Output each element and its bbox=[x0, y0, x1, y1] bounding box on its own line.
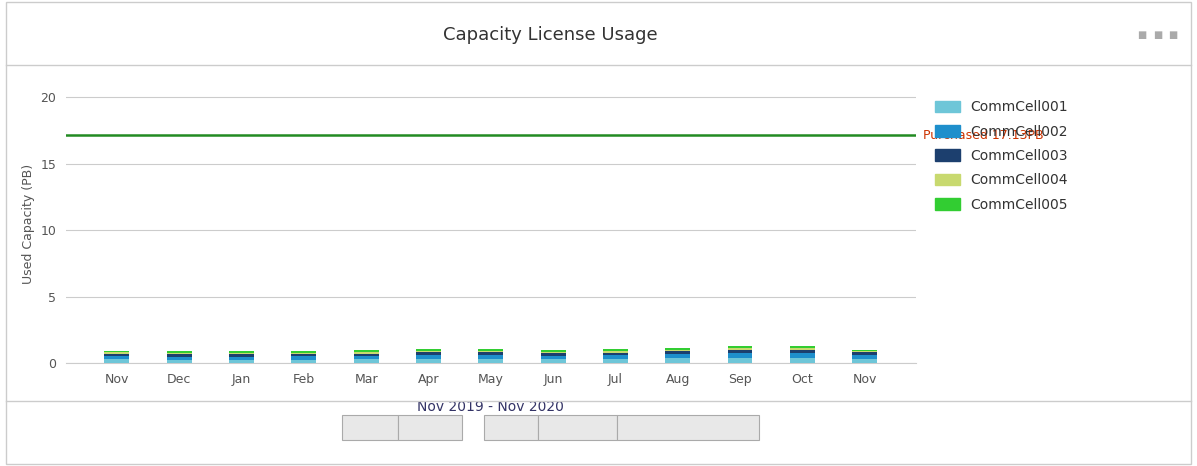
Bar bbox=[229, 356, 254, 360]
Bar bbox=[291, 353, 316, 354]
Bar bbox=[229, 351, 254, 353]
Bar bbox=[790, 358, 815, 363]
Bar bbox=[852, 351, 877, 352]
Text: Capacity License Usage: Capacity License Usage bbox=[443, 26, 658, 44]
Y-axis label: Used Capacity (PB): Used Capacity (PB) bbox=[22, 164, 35, 284]
Text: Aggregate: Aggregate bbox=[545, 421, 610, 434]
Bar bbox=[229, 353, 254, 354]
Legend: CommCell001, CommCell002, CommCell003, CommCell004, CommCell005: CommCell001, CommCell002, CommCell003, C… bbox=[935, 100, 1069, 212]
Text: Archive: Archive bbox=[407, 421, 454, 434]
Text: ■: ■ bbox=[1153, 30, 1162, 40]
Bar bbox=[229, 354, 254, 356]
Bar bbox=[353, 350, 378, 352]
Bar bbox=[790, 350, 815, 353]
Bar bbox=[852, 355, 877, 359]
Bar bbox=[790, 348, 815, 350]
Bar bbox=[852, 352, 877, 355]
Bar bbox=[166, 356, 192, 360]
Bar bbox=[166, 360, 192, 363]
Bar bbox=[353, 352, 378, 354]
Bar bbox=[541, 359, 565, 363]
Text: Backup: Backup bbox=[347, 421, 393, 434]
Bar bbox=[166, 351, 192, 353]
Bar bbox=[229, 360, 254, 363]
Bar bbox=[666, 354, 691, 358]
Bar bbox=[603, 351, 628, 353]
Bar bbox=[728, 346, 753, 348]
Bar bbox=[417, 352, 440, 355]
Bar bbox=[790, 353, 815, 358]
Bar bbox=[479, 355, 503, 359]
Bar bbox=[541, 352, 565, 353]
Bar bbox=[166, 353, 192, 354]
Bar bbox=[541, 350, 565, 352]
Bar bbox=[479, 359, 503, 363]
Bar bbox=[790, 346, 815, 348]
Bar bbox=[104, 352, 129, 354]
Bar bbox=[417, 359, 440, 363]
Bar bbox=[104, 351, 129, 352]
Bar bbox=[666, 350, 691, 351]
Bar bbox=[479, 352, 503, 355]
Bar bbox=[541, 356, 565, 359]
Bar bbox=[353, 359, 378, 363]
Bar bbox=[603, 356, 628, 359]
Bar bbox=[353, 354, 378, 356]
Bar bbox=[417, 351, 440, 352]
Bar bbox=[291, 354, 316, 356]
Text: ■: ■ bbox=[1168, 30, 1178, 40]
Bar bbox=[353, 356, 378, 359]
Bar bbox=[603, 350, 628, 351]
Bar bbox=[666, 351, 691, 354]
Bar bbox=[603, 353, 628, 356]
Text: Purchased 17.13PB: Purchased 17.13PB bbox=[923, 129, 1044, 142]
Bar bbox=[728, 350, 753, 353]
Bar bbox=[541, 353, 565, 356]
Bar bbox=[104, 354, 129, 356]
Bar bbox=[291, 356, 316, 360]
Bar bbox=[104, 359, 129, 363]
Bar bbox=[852, 359, 877, 363]
Bar bbox=[417, 349, 440, 351]
X-axis label: Nov 2019 - Nov 2020: Nov 2019 - Nov 2020 bbox=[418, 400, 564, 414]
Text: ■: ■ bbox=[1137, 30, 1147, 40]
Bar bbox=[852, 350, 877, 351]
Bar bbox=[104, 356, 129, 359]
Bar bbox=[291, 360, 316, 363]
Bar bbox=[479, 351, 503, 352]
Text: Selected Entities: Selected Entities bbox=[636, 421, 741, 434]
Bar bbox=[603, 359, 628, 363]
Bar bbox=[479, 349, 503, 351]
Bar bbox=[666, 358, 691, 363]
Bar bbox=[166, 354, 192, 356]
Bar bbox=[728, 348, 753, 350]
Bar bbox=[728, 358, 753, 363]
Bar bbox=[728, 353, 753, 358]
Bar bbox=[417, 355, 440, 359]
Bar bbox=[291, 351, 316, 353]
Bar bbox=[666, 348, 691, 350]
Text: Top 5: Top 5 bbox=[494, 421, 528, 434]
